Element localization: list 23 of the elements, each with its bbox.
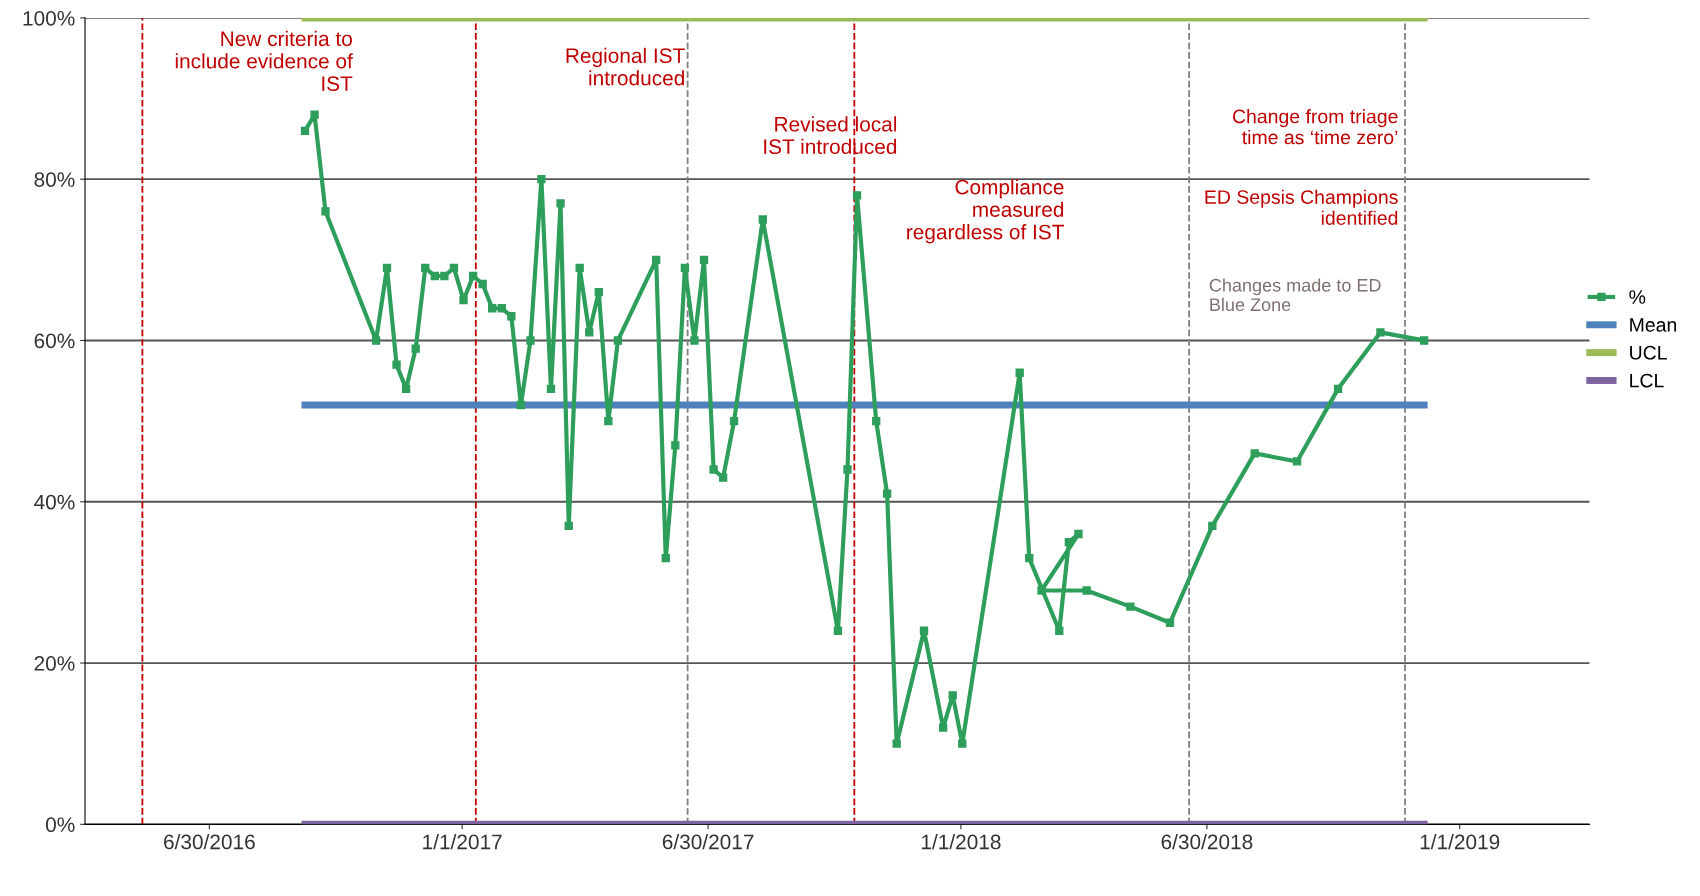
- x-tick-label: 6/30/2018: [1161, 834, 1253, 850]
- y-tick-label: 40%: [34, 494, 75, 510]
- x-tick-label: 6/30/2017: [662, 834, 754, 850]
- legend-label: Mean: [1630, 318, 1677, 332]
- x-tick-label: 1/1/2017: [423, 834, 502, 850]
- y-tick-label: 0%: [45, 817, 75, 833]
- x-tick-label: 1/1/2018: [921, 834, 1001, 850]
- y-tick-label: 100%: [23, 10, 75, 26]
- legend-label: %: [1629, 290, 1646, 304]
- x-tick-label: 1/1/2019: [1420, 834, 1500, 850]
- annotation: Regional IST introduced: [566, 47, 685, 86]
- annotation: Revised local IST introduced: [764, 116, 897, 155]
- legend-label: UCL: [1630, 345, 1667, 360]
- annotation: Compliance measured regardless of IST: [907, 179, 1064, 244]
- annotation: New criteria to include evidence of IST: [175, 30, 353, 92]
- y-tick-label: 80%: [34, 172, 75, 187]
- x-tick-label: 6/30/2016: [164, 834, 255, 850]
- annotation: ED Sepsis Champions identified: [1205, 189, 1398, 225]
- annotation: Change from triage time as ‘time zero’: [1232, 109, 1398, 145]
- y-tick-label: 20%: [34, 656, 75, 671]
- legend-label: LCL: [1630, 373, 1664, 388]
- annotation: Changes made to ED Blue Zone: [1209, 278, 1381, 312]
- y-tick-label: 60%: [34, 333, 75, 349]
